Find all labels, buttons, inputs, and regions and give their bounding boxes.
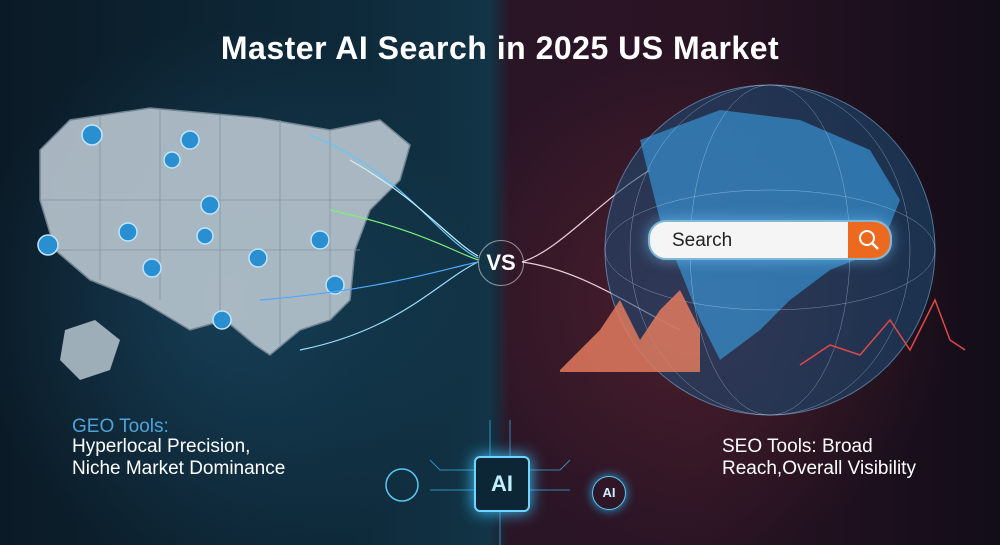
seo-description: SEO Tools: Broad Reach,Overall Visibilit… bbox=[722, 436, 916, 480]
search-button[interactable] bbox=[848, 222, 890, 258]
robot-face-icon bbox=[385, 468, 419, 502]
ai-badge-icon: AI bbox=[592, 476, 626, 510]
bar-chart-left bbox=[560, 290, 700, 372]
vs-badge: VS bbox=[478, 240, 524, 286]
geo-line-1: Hyperlocal Precision, bbox=[72, 436, 251, 457]
geo-description: Hyperlocal Precision, Niche Market Domin… bbox=[72, 436, 285, 480]
map-pins bbox=[37, 124, 345, 330]
geo-line-2: Niche Market Dominance bbox=[72, 458, 286, 479]
page-title: Master AI Search in 2025 US Market bbox=[220, 30, 780, 66]
us-map bbox=[39, 107, 411, 356]
ai-chip-icon: AI bbox=[474, 456, 530, 512]
seo-line-2: Reach,Overall Visibility bbox=[722, 458, 916, 479]
circuit-traces bbox=[429, 420, 571, 545]
seo-line-1: SEO Tools: Broad bbox=[722, 436, 873, 457]
search-input[interactable]: Search bbox=[672, 230, 733, 251]
bar-chart-right bbox=[799, 298, 966, 366]
alaska bbox=[60, 320, 120, 380]
geo-heading: GEO Tools: bbox=[72, 416, 169, 437]
state-borders bbox=[40, 110, 380, 345]
search-icon bbox=[859, 230, 879, 250]
search-bar[interactable]: Search bbox=[648, 220, 892, 260]
